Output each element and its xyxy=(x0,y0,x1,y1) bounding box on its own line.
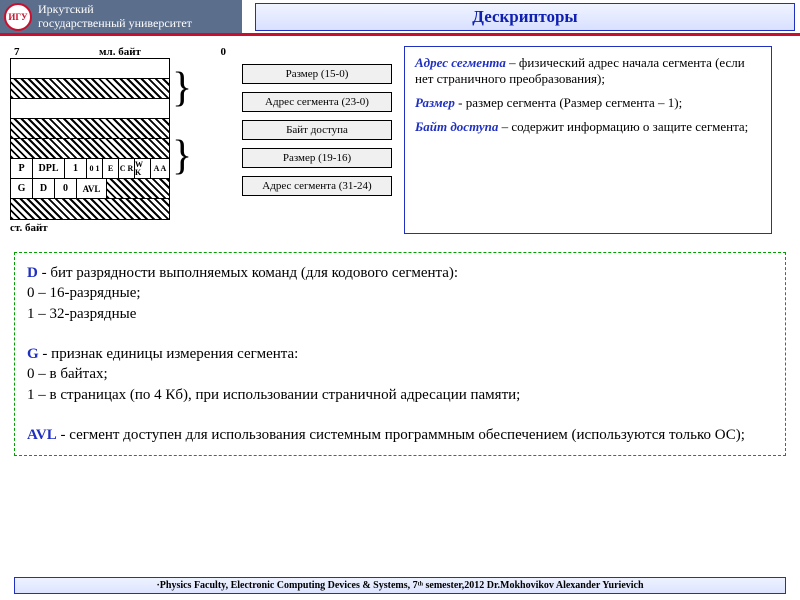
st-bait-label: ст. байт xyxy=(10,222,230,234)
upper-region: 7 мл. байт 0 P DPL 1 0 1 E C R W K A A G… xyxy=(0,36,800,238)
uni-line2: государственный университет xyxy=(38,17,192,30)
field-addr-31-24: Адрес сегмента (31-24) xyxy=(242,176,392,196)
title-bar: Дескрипторы xyxy=(250,0,800,33)
avl-bit-block: AVL - сегмент доступен для использования… xyxy=(27,425,773,445)
field-size-19-16: Размер (19-16) xyxy=(242,148,392,168)
field-labels: Размер (15-0) Адрес сегмента (23-0) Байт… xyxy=(242,64,392,234)
bit-scale: 7 мл. байт 0 xyxy=(10,46,230,58)
field-addr-23-0: Адрес сегмента (23-0) xyxy=(242,92,392,112)
ml-bait-label: мл. байт xyxy=(99,46,141,58)
terms-box: Адрес сегмента – физический адрес начала… xyxy=(404,46,772,234)
footer-bar: ·Physics Faculty, Electronic Computing D… xyxy=(14,577,786,594)
uni-line1: Иркутский xyxy=(38,3,192,16)
term-access-byte: Байт доступа – содержит информацию о защ… xyxy=(415,119,761,135)
logo-region: ИГУ Иркутский государственный университе… xyxy=(0,0,242,33)
bits-explanation-box: D - бит разрядности выполняемых команд (… xyxy=(14,252,786,456)
brace-icon: } xyxy=(172,76,192,101)
university-logo-icon: ИГУ xyxy=(4,3,32,31)
term-size: Размер - размер сегмента (Размер сегмент… xyxy=(415,95,761,111)
bit-left: 7 xyxy=(14,46,20,58)
top-header: ИГУ Иркутский государственный университе… xyxy=(0,0,800,36)
field-size-15-0: Размер (15-0) xyxy=(242,64,392,84)
gd-row: G D 0 AVL xyxy=(11,179,169,199)
term-address: Адрес сегмента – физический адрес начала… xyxy=(415,55,761,87)
d-bit-block: D - бит разрядности выполняемых команд (… xyxy=(27,263,773,324)
brace-icon: } xyxy=(172,144,192,169)
page-title: Дескрипторы xyxy=(255,3,795,31)
descriptor-diagram: 7 мл. байт 0 P DPL 1 0 1 E C R W K A A G… xyxy=(10,46,230,234)
field-access-byte: Байт доступа xyxy=(242,120,392,140)
bit-right: 0 xyxy=(221,46,227,58)
access-byte-row: P DPL 1 0 1 E C R W K A A xyxy=(11,159,169,179)
descriptor-bytes: P DPL 1 0 1 E C R W K A A G D 0 AVL xyxy=(10,58,170,220)
g-bit-block: G - признак единицы измерения сегмента: … xyxy=(27,344,773,405)
university-name: Иркутский государственный университет xyxy=(38,3,192,29)
